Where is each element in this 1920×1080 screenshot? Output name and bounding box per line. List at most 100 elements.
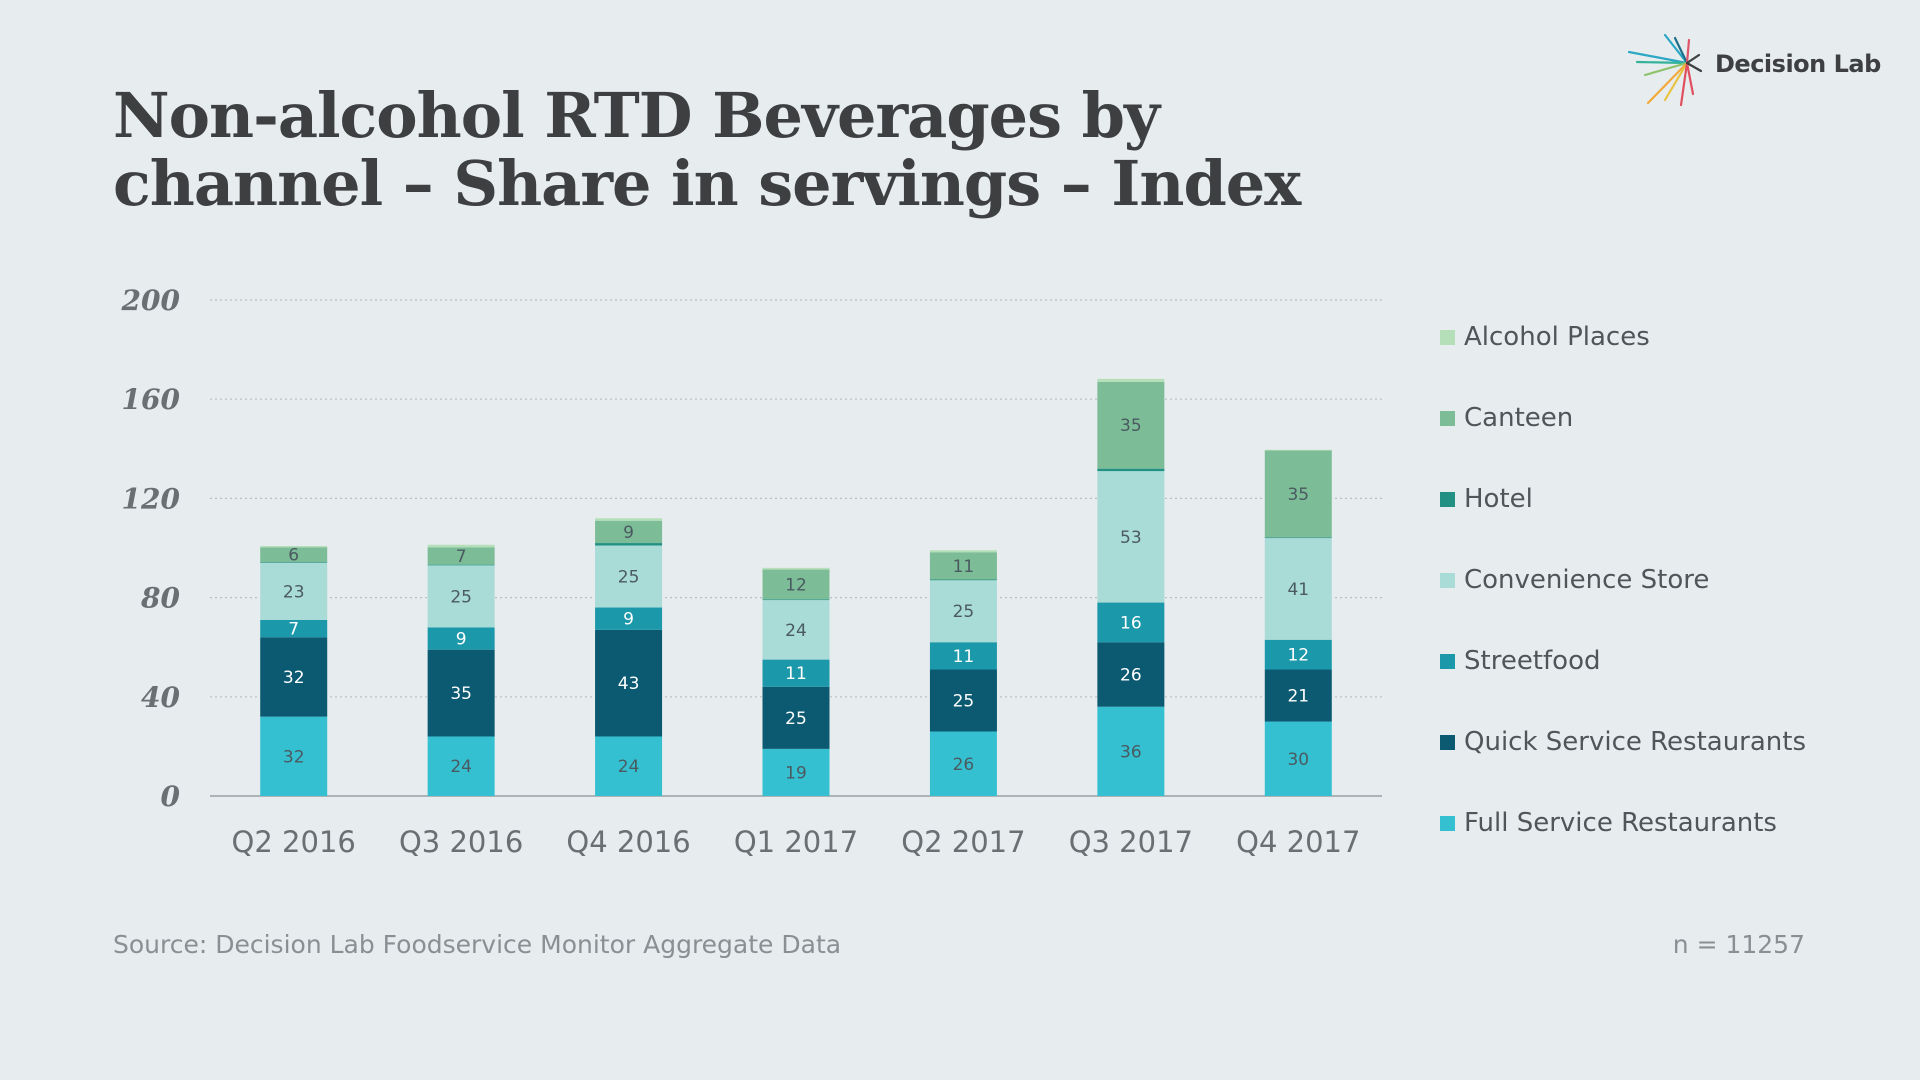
bar-segment (1264, 449, 1332, 451)
legend-swatch (1440, 410, 1455, 426)
data-label: 24 (785, 621, 807, 641)
bar-segment (1097, 642, 1165, 707)
y-tick-label: 80 (140, 582, 180, 615)
data-label: 41 (1287, 580, 1309, 600)
data-label: 12 (1287, 646, 1309, 666)
x-tick-label: Q3 2016 (399, 825, 523, 859)
legend-item: Alcohol Places (1440, 320, 1650, 354)
data-label: 11 (953, 647, 975, 667)
bar-segment (427, 564, 495, 566)
legend-swatch (1440, 491, 1455, 507)
legend-label: Canteen (1464, 403, 1574, 433)
data-label: 35 (450, 684, 472, 704)
bar-segment (762, 569, 830, 600)
data-label: 43 (618, 674, 640, 694)
legend-item: Quick Service Restaurants (1440, 725, 1806, 759)
bar-segment (260, 619, 328, 638)
y-tick-label: 200 (121, 284, 181, 317)
legend-swatch (1440, 329, 1455, 345)
y-tick-label: 120 (122, 482, 181, 515)
data-label: 12 (785, 575, 807, 595)
bar-segment (762, 686, 830, 749)
bar-segment (929, 642, 997, 670)
y-tick-label: 0 (161, 780, 181, 813)
legend-label: Convenience Store (1464, 565, 1710, 595)
bar-segment (1264, 721, 1332, 796)
bar-segment (427, 627, 495, 650)
data-label: 32 (283, 747, 305, 767)
data-label: 23 (283, 582, 305, 602)
data-label: 35 (1120, 416, 1142, 436)
data-label: 11 (953, 557, 975, 577)
data-label: 30 (1287, 750, 1309, 770)
data-label: 35 (1287, 485, 1309, 505)
legend-swatch (1440, 572, 1455, 588)
x-axis: Q2 2016 Q3 2016 Q4 2016 Q1 2017 Q2 2017 Q3 20… (232, 825, 1361, 859)
sample-size-note: n = 11257 (1672, 930, 1805, 959)
legend-swatch (1440, 815, 1455, 831)
bar-segment (427, 565, 495, 628)
legend-item: Streetfood (1440, 644, 1600, 678)
bar-segment (762, 659, 830, 687)
bar-segment (427, 544, 495, 548)
starburst-logo-icon (1627, 33, 1703, 107)
data-label: 53 (1120, 528, 1142, 548)
x-tick-label: Q3 2017 (1069, 825, 1193, 859)
bar-segment (762, 748, 830, 796)
legend-swatch (1440, 653, 1455, 669)
bar-segment (762, 600, 830, 660)
data-label: 9 (456, 630, 467, 650)
data-label: 24 (618, 757, 640, 777)
x-tick-label: Q1 2017 (734, 825, 858, 859)
legend-label: Hotel (1464, 484, 1533, 514)
bar-segment (929, 579, 997, 581)
bar-segment (929, 552, 997, 580)
bar-segment (1097, 378, 1165, 382)
bar-segment (260, 637, 328, 717)
bar-segment (1097, 381, 1165, 469)
data-label: 24 (450, 757, 472, 777)
x-tick-label: Q4 2016 (566, 825, 690, 859)
bar-segment (1264, 639, 1332, 670)
data-label: 26 (1120, 665, 1142, 685)
bars: 32 32 7 23 6 24 35 9 25 7 24 43 9 25 9 19 25 11 24 12 26 25 11… (260, 378, 1332, 796)
legend-label: Alcohol Places (1464, 322, 1650, 352)
bar-segment (427, 736, 495, 796)
data-label: 21 (1287, 687, 1309, 707)
bar-segment (595, 545, 663, 608)
legend-label: Quick Service Restaurants (1464, 727, 1807, 757)
bar-segment (595, 629, 663, 737)
data-label: 25 (618, 568, 640, 588)
x-tick-label: Q4 2017 (1236, 825, 1360, 859)
decision-lab-logo: Decision Lab (1625, 30, 1885, 110)
data-label: 9 (623, 523, 634, 543)
data-label: 16 (1120, 613, 1142, 633)
bar-segment (1097, 602, 1165, 643)
data-label: 25 (953, 602, 975, 622)
chart-title: Non-alcohol RTD Beverages by channel – S… (113, 82, 1301, 218)
bar-segment (595, 607, 663, 630)
bar-segment (929, 731, 997, 796)
data-label: 6 (288, 546, 299, 566)
bar-segment (1097, 468, 1165, 472)
bar-segment (427, 649, 495, 737)
bar-segment (929, 550, 997, 553)
bar-segment (595, 520, 663, 544)
data-label: 7 (456, 547, 467, 567)
bar-segment (1264, 669, 1332, 722)
bar-segment (595, 543, 663, 546)
data-label: 19 (785, 763, 807, 783)
legend-label: Streetfood (1464, 646, 1601, 676)
data-label: 9 (623, 610, 634, 630)
data-label: 7 (288, 620, 299, 640)
bar-segment (929, 669, 997, 732)
y-tick-label: 160 (122, 383, 181, 416)
bar-segment (260, 547, 328, 563)
bar-segment (260, 546, 328, 548)
legend-label: Full Service Restaurants (1464, 808, 1777, 838)
data-label: 11 (785, 664, 807, 684)
bar-segment (260, 562, 328, 563)
data-label: 25 (785, 709, 807, 729)
x-tick-label: Q2 2016 (232, 825, 356, 859)
data-label: 26 (953, 755, 975, 775)
